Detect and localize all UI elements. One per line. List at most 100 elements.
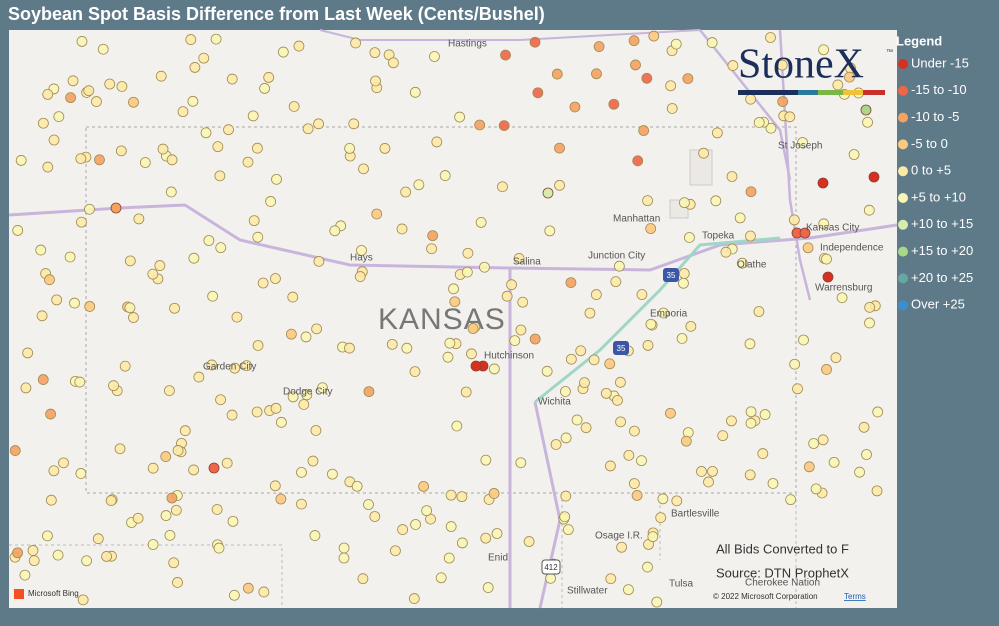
bid-marker	[777, 96, 789, 108]
legend-swatch	[898, 59, 908, 69]
bid-marker	[418, 480, 429, 492]
bid-marker	[647, 531, 659, 543]
place-label: Junction City	[588, 251, 645, 262]
legend-swatch	[898, 166, 908, 177]
bid-marker	[226, 409, 238, 421]
bid-marker	[579, 377, 590, 389]
bid-marker	[275, 493, 287, 505]
bid-marker	[387, 57, 399, 69]
bid-markers	[9, 30, 884, 608]
bid-marker	[726, 415, 737, 427]
bid-marker	[554, 179, 565, 191]
bid-marker	[163, 385, 175, 396]
bid-marker	[169, 302, 180, 314]
bid-marker	[571, 414, 583, 426]
terms-link[interactable]: Terms	[844, 592, 866, 601]
bid-marker	[84, 203, 95, 215]
bid-marker	[759, 409, 771, 420]
bid-marker	[717, 430, 729, 442]
bid-marker	[363, 499, 374, 510]
bid-marker	[44, 274, 55, 286]
bid-marker	[369, 47, 381, 59]
bid-marker	[147, 539, 159, 550]
place-label: Stillwater	[567, 586, 608, 597]
bid-marker	[726, 171, 738, 182]
bid-marker	[348, 118, 360, 130]
bid-marker	[363, 386, 375, 397]
bid-marker	[231, 311, 243, 323]
bid-marker	[258, 586, 270, 598]
bid-marker	[817, 434, 829, 446]
bid-marker	[488, 488, 500, 499]
legend-label: +20 to +25	[911, 270, 973, 285]
bid-marker	[20, 382, 32, 394]
provider: Microsoft Bing	[28, 589, 79, 598]
bid-marker	[802, 242, 814, 254]
bid-marker	[460, 386, 472, 398]
shield-label: 35	[617, 344, 626, 353]
bid-marker	[288, 101, 300, 112]
bid-marker	[498, 120, 510, 131]
bid-marker	[409, 86, 421, 98]
bid-marker	[529, 333, 541, 345]
bid-marker	[753, 306, 765, 317]
bid-marker	[560, 490, 572, 502]
bid-marker	[170, 504, 182, 516]
bid-marker	[817, 177, 829, 189]
bid-marker	[565, 353, 577, 365]
bid-marker	[864, 317, 875, 329]
bid-marker	[344, 143, 356, 154]
bid-marker	[429, 51, 440, 62]
bid-marker	[37, 374, 49, 385]
bid-marker	[270, 273, 281, 284]
bid-marker	[727, 60, 739, 71]
bid-marker	[427, 230, 439, 242]
legend-label: -5 to 0	[911, 136, 948, 151]
bid-marker	[554, 142, 565, 154]
place-label: Hays	[350, 253, 373, 264]
bid-marker	[636, 455, 647, 467]
bid-marker	[157, 143, 169, 155]
legend-label: +5 to +10	[911, 189, 966, 204]
state-label: KANSAS	[378, 303, 506, 336]
bid-marker	[803, 461, 815, 473]
bid-marker	[767, 478, 779, 489]
bid-marker	[42, 530, 53, 542]
bid-marker	[228, 589, 240, 601]
legend-swatch	[898, 139, 908, 150]
shield-label: 35	[667, 271, 676, 280]
bid-marker	[188, 464, 200, 476]
bid-marker	[75, 468, 87, 479]
bid-marker	[227, 515, 239, 527]
bid-marker	[9, 445, 21, 456]
bid-marker	[630, 59, 641, 71]
bid-marker	[680, 435, 692, 447]
bid-marker	[632, 155, 644, 167]
legend-label: +10 to +15	[911, 216, 973, 231]
bid-marker	[160, 451, 172, 462]
bid-marker	[720, 246, 732, 258]
bid-marker	[410, 519, 422, 530]
bid-marker	[198, 52, 210, 64]
bid-marker	[765, 122, 777, 134]
bid-marker	[298, 399, 310, 410]
bid-marker	[177, 106, 189, 118]
bid-marker	[451, 420, 463, 432]
bid-marker	[271, 173, 282, 185]
bid-marker	[215, 394, 226, 406]
bid-marker	[210, 33, 222, 45]
bid-marker	[81, 555, 92, 567]
place-label: Bartlesville	[671, 509, 720, 520]
bid-marker	[671, 495, 683, 507]
bid-marker	[864, 301, 876, 313]
bid-marker	[203, 235, 215, 246]
bid-marker	[270, 402, 282, 414]
place-label: Enid	[488, 553, 508, 564]
bid-marker	[265, 196, 277, 207]
legend-label: -15 to -10	[911, 82, 967, 97]
bid-marker	[166, 154, 178, 166]
bid-marker	[302, 123, 314, 135]
bid-marker	[684, 232, 695, 243]
bid-marker	[200, 127, 212, 139]
bid-marker	[517, 296, 529, 308]
